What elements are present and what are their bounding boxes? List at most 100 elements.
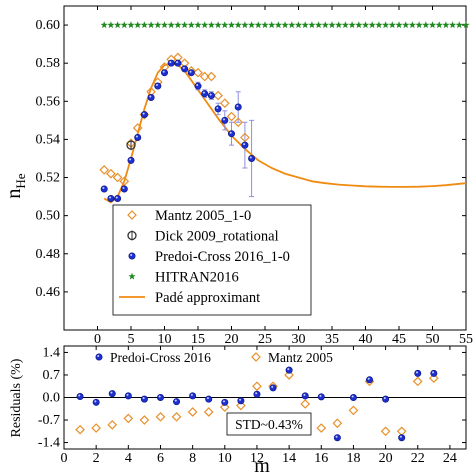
hitran-point <box>174 21 182 29</box>
predoi-point <box>167 59 175 67</box>
legend-marker <box>127 210 137 220</box>
predoi-residual-point <box>189 392 197 400</box>
hitran-point <box>207 21 216 29</box>
x-tick-label: 30 <box>292 332 306 347</box>
legend-label: Mantz 2005 <box>268 350 333 365</box>
mantz-point <box>240 132 250 143</box>
hitran-point <box>107 21 115 29</box>
x-tick-label: 18 <box>346 451 360 466</box>
mantz-point <box>193 67 203 78</box>
bottom-legend: Predoi-Cross 2016 Mantz 2005 <box>95 350 333 365</box>
x-tick-label: 35 <box>325 332 339 347</box>
mantz-point <box>213 90 223 101</box>
predoi-point <box>114 194 122 202</box>
predoi-residual-point <box>221 398 229 406</box>
x-tick-label: 10 <box>158 332 172 347</box>
mantz-residual-point <box>107 420 118 430</box>
std-annotation: STD~0.43% <box>235 417 303 432</box>
hitran-point <box>428 21 437 29</box>
predoi-residual-point <box>398 434 406 442</box>
predoi-point <box>214 105 222 113</box>
hitran-point <box>381 21 390 29</box>
hitran-point <box>194 21 202 29</box>
hitran-point <box>294 21 303 29</box>
x-tick-label: 4 <box>125 451 132 466</box>
mantz-residual-point <box>123 413 134 424</box>
predoi-point <box>161 69 169 77</box>
hitran-point <box>100 21 108 29</box>
mantz-residual-point <box>380 426 391 437</box>
mantz-residual-point <box>187 407 198 417</box>
hitran-point <box>408 21 417 29</box>
hitran-point <box>261 21 269 29</box>
predoi-residual-point <box>173 398 181 406</box>
legend-marker <box>128 272 136 280</box>
hitran-point <box>134 21 142 29</box>
predoi-point <box>201 90 209 98</box>
mantz-residual-point <box>139 415 150 425</box>
y-tick-label: 0.56 <box>36 94 61 109</box>
hitran-point <box>268 21 276 29</box>
legend-marker <box>95 353 103 361</box>
hitran-point <box>388 21 396 29</box>
mantz-residual-point <box>412 376 423 387</box>
x-tick-label: 45 <box>392 332 406 347</box>
predoi-residual-point <box>366 376 374 384</box>
hitran-point <box>435 21 443 29</box>
predoi-residual-point <box>317 393 325 401</box>
mantz-point <box>233 117 244 128</box>
predoi-point <box>228 130 236 138</box>
mantz-residual-point <box>428 373 439 384</box>
predoi-residual-point <box>156 393 164 401</box>
hitran-point <box>415 21 423 29</box>
predoi-point <box>154 82 162 90</box>
x-tick-label: 20 <box>379 451 393 466</box>
hitran-point <box>341 21 350 29</box>
mantz-point <box>119 176 130 187</box>
mantz-residual-point <box>284 370 294 380</box>
mantz-point <box>199 71 210 82</box>
y-tick-label: 0.60 <box>36 18 61 33</box>
predoi-residual-point <box>430 369 438 377</box>
hitran-point <box>127 21 135 29</box>
hitran-point <box>160 21 169 29</box>
mantz-residual-point <box>75 424 85 435</box>
mantz-residual-point <box>348 405 359 416</box>
predoi-residual-point <box>237 397 245 405</box>
mantz-residual-point <box>316 423 327 433</box>
mantz-residual-point <box>300 399 311 409</box>
legend-marker <box>128 252 136 260</box>
hitran-point <box>201 21 209 29</box>
x-tick-label: 16 <box>314 451 328 466</box>
predoi-point <box>241 141 249 149</box>
hitran-point <box>281 21 289 29</box>
mantz-residual-point <box>396 426 407 437</box>
hitran-point <box>113 21 122 29</box>
x-tick-label: 8 <box>189 451 196 466</box>
x-tick-label: 10 <box>218 451 232 466</box>
predoi-point <box>147 93 155 101</box>
x-tick-label: 14 <box>282 451 296 466</box>
hitran-point <box>221 21 229 29</box>
hitran-point <box>335 21 343 29</box>
x-tick-label: 5 <box>128 332 135 347</box>
predoi-point <box>140 111 148 119</box>
predoi-point <box>221 116 229 124</box>
top-legend: Mantz 2005_1-0 Dick 2009_rotational Predoi… <box>112 204 312 316</box>
predoi-point <box>174 59 182 67</box>
y-tick-label: 0.7 <box>43 368 61 383</box>
hitran-point <box>375 21 383 29</box>
legend-box <box>112 204 312 316</box>
predoi-residual-point <box>333 434 341 442</box>
mantz-residual-point <box>332 418 343 429</box>
hitran-point <box>448 21 457 29</box>
y-axis-label: nHe <box>3 173 28 198</box>
predoi-point <box>120 185 128 193</box>
hitran-point <box>402 21 410 29</box>
predoi-residual-point <box>253 390 261 398</box>
predoi-residual-point <box>108 390 116 398</box>
hitran-point <box>147 21 155 29</box>
predoi-point <box>194 82 202 90</box>
hitran-point <box>321 21 329 29</box>
